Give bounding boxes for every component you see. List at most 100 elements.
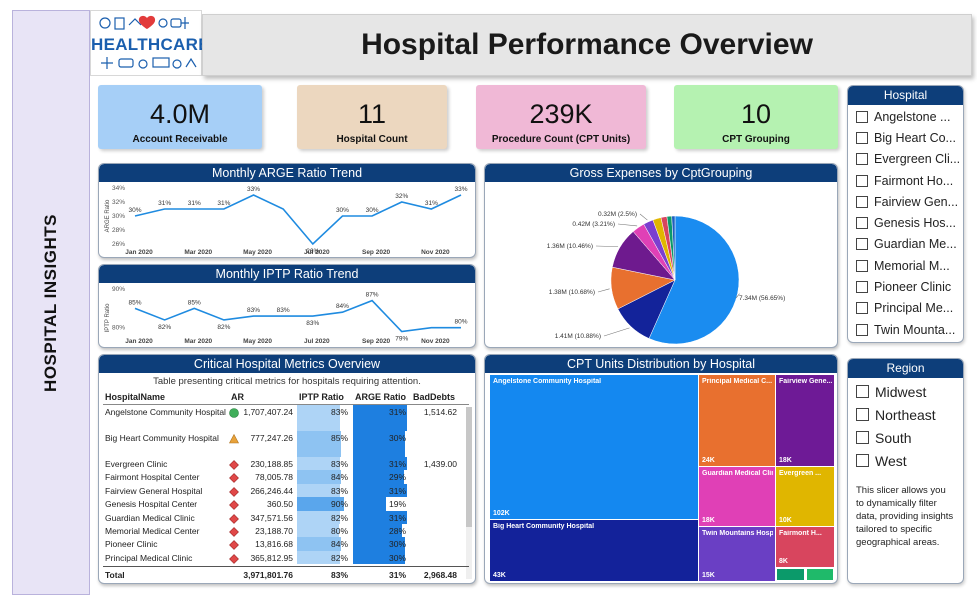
region-slicer-note: This slicer allows you to dynamically fi… <box>856 485 954 548</box>
table-row[interactable]: Genesis Hospital Center 360.50 90% 19% <box>103 497 469 511</box>
table-scrollbar[interactable] <box>466 407 472 579</box>
critical-metrics-table[interactable]: Critical Hospital Metrics Overview Table… <box>98 354 476 584</box>
hospital-option[interactable]: Angelstone ... <box>848 106 963 127</box>
table-row[interactable]: Principal Medical Clinic 365,812.95 82% 30% <box>103 550 469 565</box>
column-header[interactable]: ARGE Ratio <box>355 392 407 402</box>
table-row[interactable]: Fairmont Hospital Center 78,005.78 84% 29% <box>103 470 469 484</box>
table-row[interactable]: Big Heart Community Hospital 777,247.26 85… <box>103 431 469 457</box>
arge-cell: 31% <box>351 457 409 471</box>
data-label: 82% <box>158 324 171 331</box>
hospital-option[interactable]: Evergreen Cli... <box>848 149 963 170</box>
treemap-tile-small[interactable] <box>806 568 834 581</box>
column-header[interactable]: BadDebts <box>413 392 456 402</box>
column-header[interactable]: HospitalName <box>105 392 166 402</box>
treemap-tile[interactable]: Angelstone Community Hospital 102K <box>490 375 698 519</box>
x-tick-label: Nov 2020 <box>421 338 450 345</box>
column-header[interactable]: IPTP Ratio <box>299 392 344 402</box>
table-row[interactable]: Evergreen Clinic 230,188.85 83% 31% 1,439.00 <box>103 457 469 471</box>
kpi-card-procedure-count[interactable]: 239K Procedure Count (CPT Units) <box>476 85 646 149</box>
data-label: 80% <box>454 319 467 326</box>
checkbox[interactable] <box>856 302 868 315</box>
arge-fill-bar <box>353 431 406 457</box>
y-axis-label: IPTP Ratio <box>105 303 111 333</box>
cpt-units-treemap[interactable]: CPT Units Distribution by Hospital Angel… <box>484 354 838 584</box>
hospital-slicer[interactable]: Hospital Angelstone ... Big Heart Co... Ev… <box>847 85 964 343</box>
side-banner: HOSPITAL INSIGHTS <box>12 10 90 595</box>
checkbox[interactable] <box>856 323 868 336</box>
checkbox[interactable] <box>856 238 868 251</box>
arge-cell: 29% <box>351 470 409 484</box>
arge-fill-bar <box>353 537 406 551</box>
arge-cell: 30% <box>351 550 409 565</box>
checkbox[interactable] <box>856 431 869 444</box>
hospital-option[interactable]: Guardian Me... <box>848 234 963 255</box>
hospital-option[interactable]: Principal Me... <box>848 298 963 319</box>
table-row[interactable]: Angelstone Community Hospital 1,707,407.2… <box>103 405 469 431</box>
iptp-cell: 85% <box>295 431 351 457</box>
checkbox[interactable] <box>856 174 868 187</box>
treemap-tile-small[interactable] <box>776 568 805 581</box>
hospital-name-cell: Evergreen Clinic <box>105 459 168 469</box>
checkbox[interactable] <box>856 385 869 398</box>
region-slicer[interactable]: Region Midwest Northeast South West This sl… <box>847 358 964 584</box>
region-options: Midwest Northeast South West <box>848 378 963 472</box>
table-row[interactable]: Memorial Medical Center 23,188.70 80% 28% <box>103 523 469 538</box>
checkbox[interactable] <box>856 195 868 208</box>
pie-plot: 7.34M (56.65%) 1.41M (10.88%) 1.38M (10.68… <box>547 211 785 345</box>
hospital-option[interactable]: Fairview Gen... <box>848 191 963 212</box>
checkbox[interactable] <box>856 454 869 467</box>
status-critical-icon <box>229 553 239 564</box>
iptp-cell: 90% <box>295 497 351 511</box>
table-title: Critical Hospital Metrics Overview <box>99 355 475 373</box>
region-option[interactable]: Northeast <box>848 403 963 426</box>
checkbox[interactable] <box>856 153 868 166</box>
kpi-label: Procedure Count (CPT Units) <box>491 134 631 145</box>
checkbox[interactable] <box>856 281 868 294</box>
ar-cell: 360.50 <box>227 497 295 511</box>
hospital-option[interactable]: Genesis Hos... <box>848 212 963 233</box>
treemap-tile[interactable]: Fairmont H... 8K <box>776 527 834 567</box>
slice-label: 0.42M (3.21%) <box>572 221 615 228</box>
iptp-fill-bar <box>297 470 341 484</box>
data-label: 26% <box>306 248 319 255</box>
checkbox[interactable] <box>856 259 868 272</box>
iptp-fill-bar <box>297 405 341 431</box>
region-option[interactable]: Midwest <box>848 380 963 403</box>
treemap-tile[interactable]: Evergreen ... 10K <box>776 467 834 526</box>
checkbox[interactable] <box>856 408 869 421</box>
table-row[interactable]: Guardian Medical Clinic 347,571.56 82% 31% <box>103 510 469 524</box>
hospital-option[interactable]: Fairmont Ho... <box>848 170 963 191</box>
tile-label: Fairmont H... <box>779 530 822 537</box>
region-option[interactable]: West <box>848 449 963 472</box>
bad-debts-cell: 1,439.00 <box>423 459 457 469</box>
checkbox[interactable] <box>856 110 868 123</box>
pie-slice[interactable] <box>671 215 676 281</box>
scrollbar-thumb[interactable] <box>466 407 472 527</box>
hospital-name-cell: Pioneer Clinic <box>105 539 158 550</box>
treemap-tile[interactable]: Big Heart Community Hospital 43K <box>490 520 698 581</box>
checkbox[interactable] <box>856 217 868 230</box>
treemap-tile[interactable]: Fairview Gene... 18K <box>776 375 834 466</box>
arge-ratio-chart[interactable]: Monthly ARGE Ratio Trend ARGE Ratio 34% 32… <box>98 163 476 258</box>
kpi-card-hospital-count[interactable]: 11 Hospital Count <box>297 85 447 149</box>
treemap-tile[interactable]: Principal Medical C... 24K <box>699 375 775 466</box>
hospital-option[interactable]: Memorial M... <box>848 255 963 276</box>
table-row[interactable]: Pioneer Clinic 13,816.68 84% 30% <box>103 537 469 551</box>
column-header[interactable]: AR <box>231 392 244 402</box>
checkbox[interactable] <box>856 131 868 144</box>
hospital-option[interactable]: Pioneer Clinic <box>848 276 963 297</box>
pie-slice[interactable] <box>648 215 740 345</box>
hospital-option[interactable]: Twin Mounta... <box>848 319 963 340</box>
treemap-tile[interactable]: Guardian Medical Clinic 18K <box>699 467 775 526</box>
treemap-area: Angelstone Community Hospital 102K Big Hea… <box>490 375 834 581</box>
kpi-card-cpt-grouping[interactable]: 10 CPT Grouping <box>674 85 838 149</box>
gross-expenses-pie-chart[interactable]: Gross Expenses by CptGrouping 7.34M (56.… <box>484 163 838 348</box>
hospital-name-cell: Fairview General Hospital <box>105 485 203 496</box>
kpi-card-account-receivable[interactable]: 4.0M Account Receivable <box>98 85 262 149</box>
hospital-option[interactable]: Big Heart Co... <box>848 127 963 148</box>
treemap-tile[interactable]: Twin Mountains Hosp... 15K <box>699 527 775 581</box>
page-title: Hospital Performance Overview <box>361 28 813 61</box>
iptp-ratio-chart[interactable]: Monthly IPTP Ratio Trend IPTP Ratio 90% 80… <box>98 264 476 348</box>
table-row[interactable]: Fairview General Hospital 266,246.44 83% 31… <box>103 483 469 498</box>
region-option[interactable]: South <box>848 426 963 449</box>
